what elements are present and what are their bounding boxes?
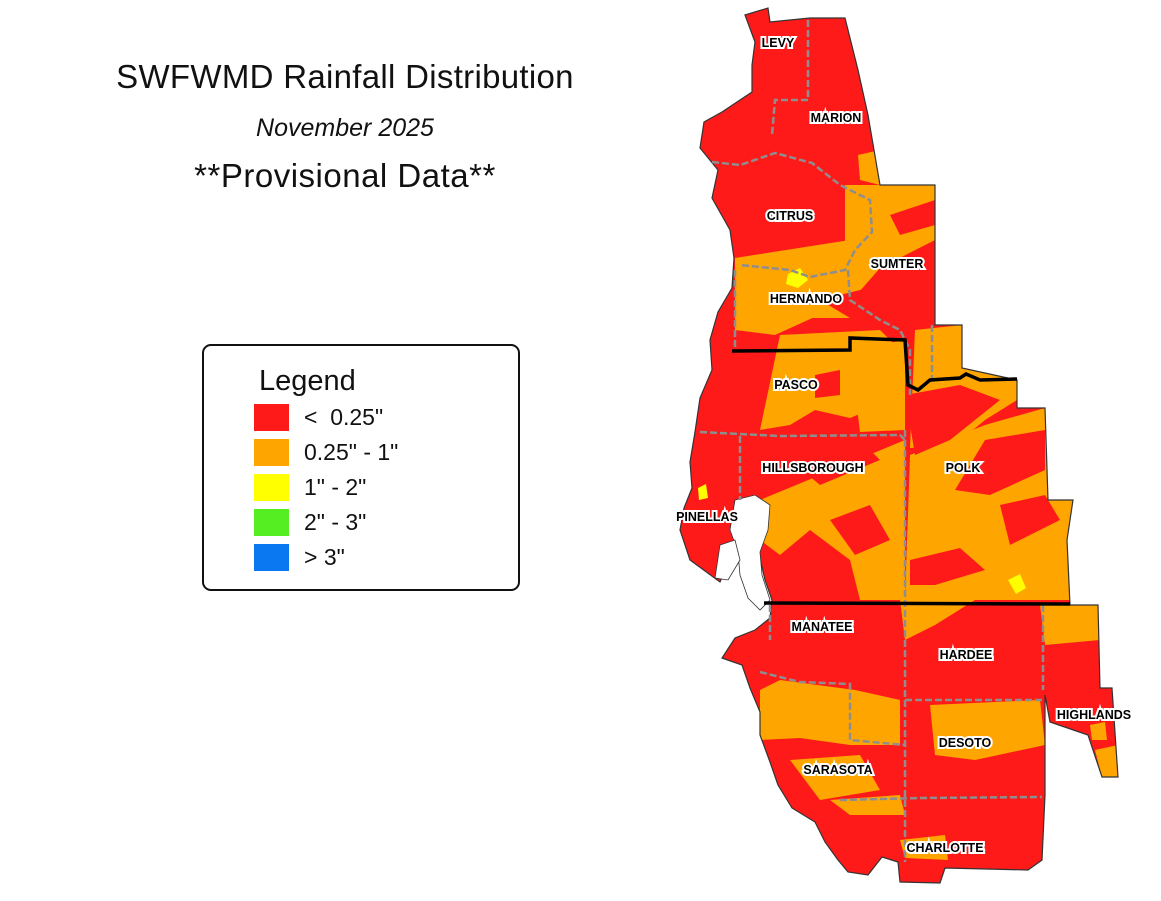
rainfall-under-025-streaks <box>790 200 1060 585</box>
legend-swatch <box>254 473 289 501</box>
county-label-pasco: PASCO <box>774 378 818 392</box>
basin-boundaries <box>731 336 1071 606</box>
county-label-desoto: DESOTO <box>939 736 992 750</box>
county-label-citrus: CITRUS <box>767 209 814 223</box>
legend-label: 0.25" - 1" <box>304 438 399 465</box>
legend-item-025-1: 0.25" - 1" <box>254 438 398 466</box>
legend-item-gt-3: > 3" <box>254 543 345 571</box>
legend-item-2-3: 2" - 3" <box>254 508 366 536</box>
county-label-charlotte: CHARLOTTE <box>906 841 983 855</box>
county-label-hillsborough: HILLSBOROUGH <box>762 461 863 475</box>
district-outline <box>679 7 1119 884</box>
legend-swatch <box>254 543 289 571</box>
county-label-sarasota: SARASOTA <box>803 763 872 777</box>
rainfall-1-2-areas <box>698 268 1026 594</box>
map-subtitle: November 2025 <box>256 114 434 142</box>
county-label-levy: LEVY <box>762 36 795 50</box>
legend-label: > 3" <box>304 543 345 570</box>
county-label-hardee: HARDEE <box>940 648 993 662</box>
legend-swatch <box>254 403 289 431</box>
legend-swatch <box>254 438 289 466</box>
tampa-bay-water <box>714 494 771 611</box>
county-label-manatee: MANATEE <box>792 620 853 634</box>
map-title: SWFWMD Rainfall Distribution <box>116 58 574 95</box>
county-borders <box>699 20 1045 862</box>
county-labels: LEVY MARION CITRUS SUMTER HERNANDO PASCO… <box>674 34 1133 857</box>
county-label-polk: POLK <box>946 461 981 475</box>
legend-box: Legend < 0.25" 0.25" - 1" 1" - 2" 2" - 3… <box>202 344 520 591</box>
title-block: SWFWMD Rainfall Distribution November 20… <box>40 58 650 195</box>
provisional-note: **Provisional Data** <box>194 157 496 194</box>
legend-label: < 0.25" <box>304 403 384 430</box>
legend-item-lt-025: < 0.25" <box>254 403 383 431</box>
legend-label: 1" - 2" <box>304 473 367 500</box>
county-label-sumter: SUMTER <box>871 257 924 271</box>
legend-title: Legend <box>259 365 356 397</box>
legend-swatch <box>254 508 289 536</box>
legend-label: 2" - 3" <box>304 508 367 535</box>
county-label-marion: MARION <box>811 111 862 125</box>
county-label-hernando: HERNANDO <box>770 292 843 306</box>
county-label-pinellas: PINELLAS <box>676 510 738 524</box>
legend-item-1-2: 1" - 2" <box>254 473 366 501</box>
county-label-highlands: HIGHLANDS <box>1057 708 1131 722</box>
